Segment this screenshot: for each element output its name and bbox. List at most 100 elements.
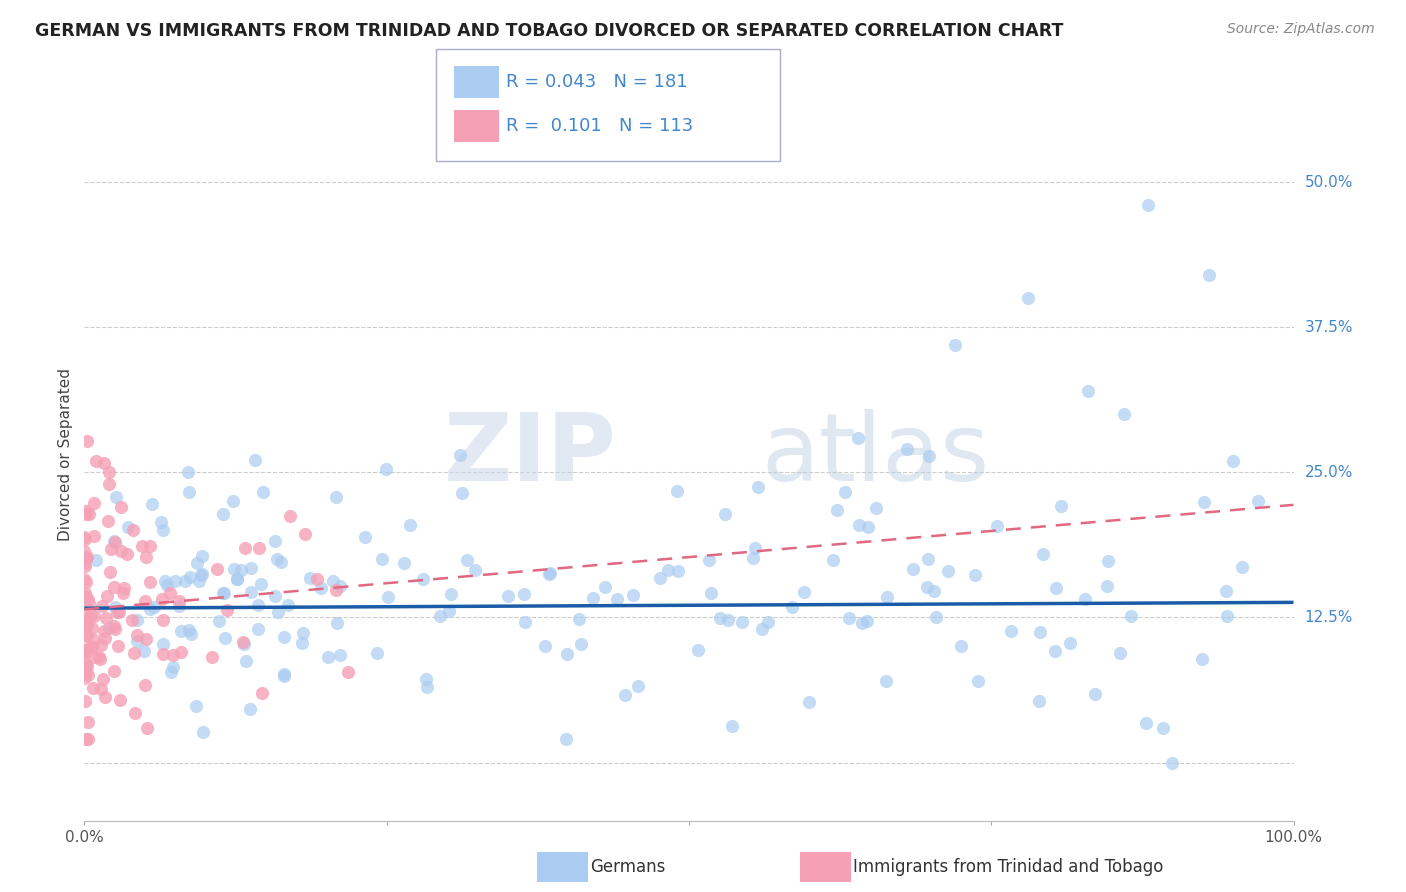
Point — [186, 556, 208, 570]
Point — [270, 555, 292, 569]
Point — [233, 637, 256, 651]
Point — [1216, 608, 1239, 623]
Point — [212, 585, 235, 599]
Point — [94, 631, 117, 645]
Point — [922, 584, 945, 599]
Point — [80, 640, 103, 655]
Point — [751, 623, 773, 637]
Point — [273, 666, 295, 681]
Point — [943, 337, 966, 351]
Point — [77, 508, 100, 522]
Point — [170, 645, 193, 659]
Point — [233, 541, 256, 556]
Point — [150, 515, 173, 529]
Point — [294, 526, 316, 541]
Y-axis label: Divorced or Separated: Divorced or Separated — [58, 368, 73, 541]
Point — [83, 496, 105, 510]
Point — [93, 624, 115, 638]
Point — [110, 693, 132, 707]
Point — [721, 719, 744, 733]
Point — [538, 567, 561, 582]
Point — [104, 535, 127, 549]
Point — [91, 673, 114, 687]
Point — [159, 586, 181, 600]
Point — [76, 550, 98, 565]
Point — [75, 628, 97, 642]
Point — [699, 586, 721, 600]
Point — [247, 623, 270, 637]
Point — [225, 572, 247, 586]
Point — [138, 601, 160, 615]
Point — [89, 650, 111, 665]
Point — [366, 646, 388, 660]
Text: R = 0.043   N = 181: R = 0.043 N = 181 — [506, 73, 688, 91]
Point — [1198, 268, 1220, 282]
Point — [152, 613, 174, 627]
Point — [83, 529, 105, 543]
Point — [135, 632, 157, 647]
Point — [80, 622, 103, 636]
Point — [1028, 624, 1050, 639]
Point — [152, 648, 174, 662]
Point — [917, 580, 939, 594]
Point — [76, 715, 98, 730]
Point — [77, 668, 100, 682]
Point — [1097, 554, 1119, 568]
Point — [1043, 644, 1066, 658]
Point — [277, 598, 299, 612]
Point — [179, 485, 201, 500]
Text: 12.5%: 12.5% — [1305, 610, 1353, 625]
Point — [190, 549, 212, 563]
Point — [190, 568, 212, 582]
Text: 50.0%: 50.0% — [1305, 175, 1353, 190]
Point — [717, 613, 740, 627]
Point — [1215, 583, 1237, 598]
Point — [316, 649, 339, 664]
Point — [180, 627, 202, 641]
Point — [75, 550, 97, 565]
Point — [621, 588, 644, 602]
Point — [1074, 591, 1097, 606]
Point — [76, 643, 98, 657]
Point — [75, 574, 97, 589]
Point — [731, 615, 754, 630]
Point — [325, 582, 347, 597]
Point — [450, 486, 472, 500]
Point — [741, 550, 763, 565]
Point — [94, 611, 117, 625]
Point — [264, 590, 287, 604]
Point — [756, 615, 779, 629]
Point — [429, 608, 451, 623]
Point — [107, 605, 129, 619]
Point — [709, 610, 731, 624]
Point — [963, 568, 986, 582]
Point — [917, 552, 939, 566]
Point — [273, 668, 295, 682]
Point — [657, 563, 679, 577]
Point — [1000, 624, 1022, 639]
Point — [155, 574, 177, 588]
Point — [273, 630, 295, 644]
Point — [77, 592, 100, 607]
Point — [152, 523, 174, 537]
Point — [250, 686, 273, 700]
Point — [94, 690, 117, 705]
Point — [439, 604, 461, 618]
Point — [582, 591, 605, 605]
Point — [191, 725, 214, 739]
Point — [79, 641, 101, 656]
Point — [593, 580, 616, 594]
Point — [1137, 198, 1160, 212]
Point — [1028, 693, 1050, 707]
Point — [827, 503, 849, 517]
Point — [75, 533, 97, 547]
Point — [177, 465, 200, 479]
Point — [107, 605, 129, 619]
Point — [1095, 579, 1118, 593]
Point — [1121, 609, 1143, 624]
Point — [75, 507, 97, 521]
Point — [267, 605, 290, 619]
Point — [125, 614, 148, 628]
Point — [77, 641, 100, 656]
Point — [371, 552, 394, 566]
